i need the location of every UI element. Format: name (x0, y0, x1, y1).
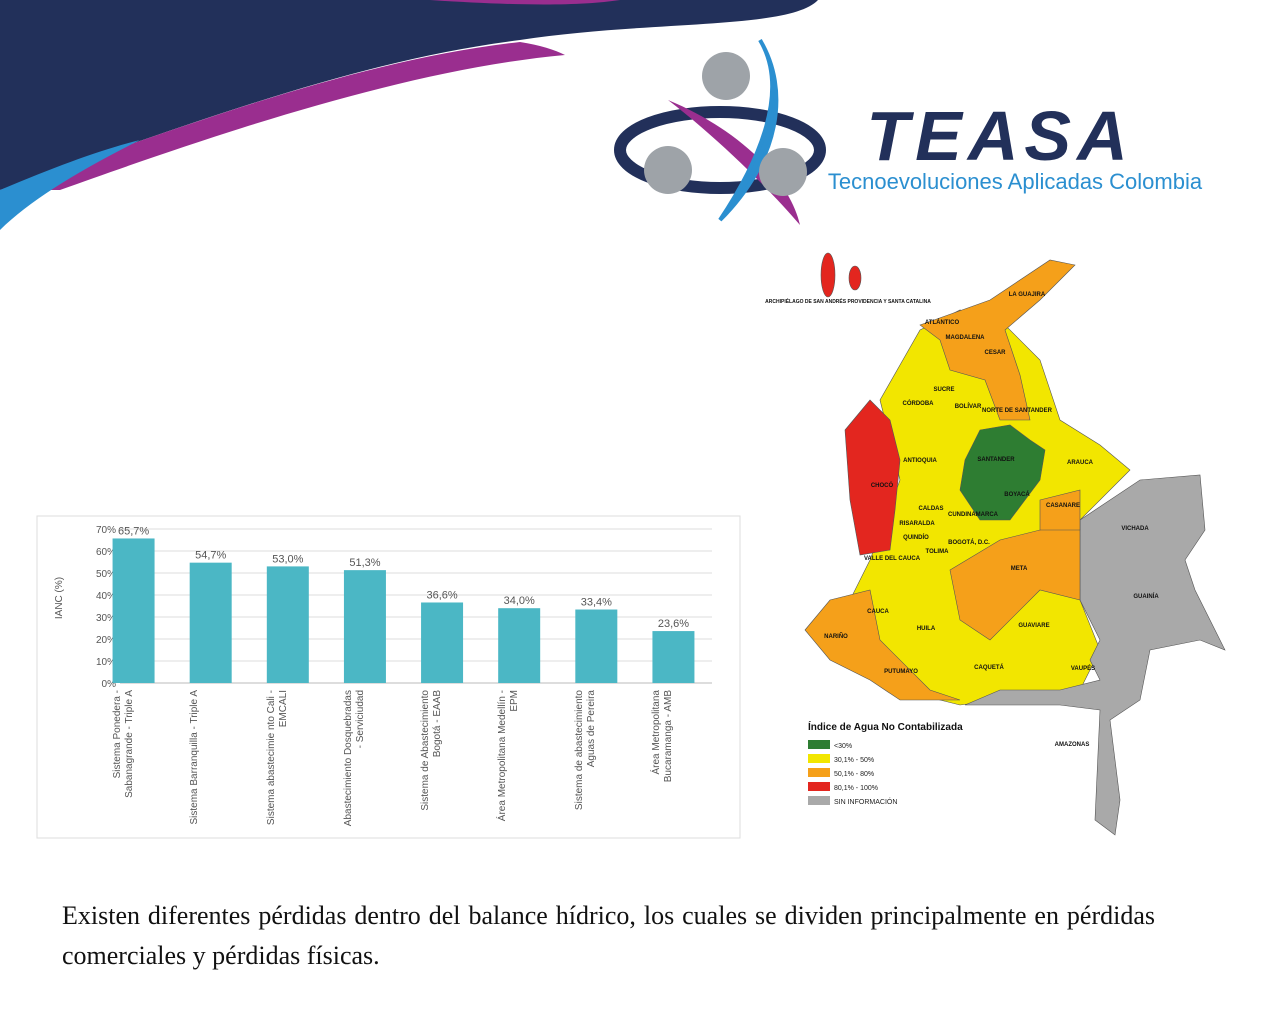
value-label: 53,0% (272, 553, 303, 565)
department-label: GUAINÍA (1133, 592, 1159, 600)
department-label: CALDAS (919, 506, 944, 512)
department-label: ANTIOQUIA (903, 458, 937, 464)
legend-label: <30% (834, 743, 852, 750)
department-label: CUNDINAMARCA (948, 512, 999, 518)
department-label: CAQUETÁ (974, 664, 1004, 671)
bar (652, 631, 695, 683)
department-label: NARIÑO (824, 633, 848, 640)
legend-swatch (808, 782, 830, 791)
paragraph: Existen diferentes pérdidas dentro del b… (62, 901, 1155, 970)
bar (498, 608, 541, 683)
department-label: CÓRDOBA (903, 399, 935, 407)
department-label: VALLE DEL CAUCA (864, 556, 921, 562)
legend-label: 50,1% - 80% (834, 771, 874, 778)
map-region (804, 589, 961, 701)
bar (575, 609, 618, 683)
legend-swatch (808, 740, 830, 749)
department-label: ATLÁNTICO (925, 319, 960, 326)
bar (112, 538, 155, 683)
department-label: BOLÍVAR (955, 402, 982, 410)
department-label: QUINDÍO (903, 533, 929, 541)
value-label: 65,7% (118, 525, 149, 537)
map-region (848, 265, 862, 291)
bar (343, 570, 386, 683)
department-label: AMAZONAS (1055, 742, 1090, 748)
y-tick-label: 50% (96, 569, 116, 580)
department-label: CAUCA (867, 609, 889, 615)
map-region (1039, 489, 1081, 531)
department-label: CASANARE (1046, 503, 1080, 509)
y-axis-label: IANC (%) (54, 577, 65, 619)
department-label: GUAVIARE (1018, 623, 1049, 629)
department-label: BOGOTÁ, D.C. (948, 539, 990, 546)
legend-swatch (808, 768, 830, 777)
legend-label: 30,1% - 50% (834, 757, 874, 764)
legend-title: Índice de Agua No Contabilizada (808, 720, 963, 733)
map-region (949, 519, 1081, 641)
department-label: META (1011, 566, 1028, 572)
department-label: CESAR (984, 350, 1006, 356)
department-label: TOLIMA (926, 549, 950, 555)
value-label: 23,6% (658, 618, 689, 630)
map-region (959, 424, 1046, 521)
department-label: MAGDALENA (946, 335, 986, 341)
department-label: CHOCÓ (871, 481, 894, 489)
logo-name: TEASA (866, 97, 1133, 175)
department-label: VICHADA (1121, 526, 1149, 532)
header-decoration (0, 0, 818, 230)
value-label: 51,3% (349, 557, 380, 569)
department-label: SANTANDER (977, 457, 1015, 463)
map: Índice de Agua No Contabilizada ARCHIPIÉ… (765, 252, 1226, 836)
map-region (820, 252, 836, 298)
logo: TEASA Tecnoevoluciones Aplicadas Colombi… (614, 38, 1203, 225)
department-label: ARCHIPIÉLAGO DE SAN ANDRÉS PROVIDENCIA Y… (765, 297, 931, 305)
bar-chart: IANC (%) 0% 10% 20% 30% 40% 50% 60% 70% 65,7% 54,… (36, 515, 741, 839)
legend-label: 80,1% - 100% (834, 785, 878, 792)
department-label: ARAUCA (1067, 460, 1094, 466)
department-label: VAUPÉS (1071, 664, 1095, 672)
logo-tagline: Tecnoevoluciones Aplicadas Colombia (828, 169, 1203, 194)
y-tick-label: 40% (96, 591, 116, 602)
department-label: NORTE DE SANTANDER (982, 408, 1053, 414)
bar (421, 602, 464, 683)
bar (266, 566, 309, 683)
bar (189, 562, 232, 683)
legend-swatch (808, 754, 830, 763)
department-label: HUILA (917, 626, 936, 632)
department-label: LA GUAJIRA (1009, 292, 1046, 298)
y-tick-label: 60% (96, 547, 116, 558)
map-region (919, 259, 1076, 421)
department-label: PUTUMAYO (884, 669, 918, 675)
legend-label: SIN INFORMACIÓN (834, 797, 897, 806)
y-tick-label: 20% (96, 635, 116, 646)
value-label: 34,0% (504, 595, 535, 607)
y-tick-label: 0% (102, 679, 117, 690)
legend-swatch (808, 796, 830, 805)
y-tick-label: 70% (96, 525, 116, 536)
department-label: SUCRE (933, 387, 954, 393)
map-region (964, 474, 1226, 836)
y-tick-label: 10% (96, 657, 116, 668)
value-label: 33,4% (581, 597, 612, 609)
value-label: 36,6% (426, 589, 457, 601)
map-region (844, 399, 901, 556)
value-label: 54,7% (195, 550, 226, 562)
y-tick-label: 30% (96, 613, 116, 624)
department-label: BOYACÁ (1004, 491, 1030, 498)
department-label: RISARALDA (899, 521, 935, 527)
